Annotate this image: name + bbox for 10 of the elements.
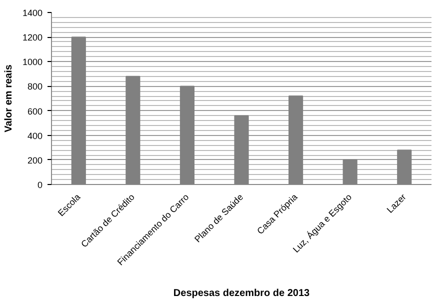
y-tick-label: 1400 xyxy=(22,8,43,18)
y-tick-label: 1000 xyxy=(22,57,43,68)
y-tick-label: 800 xyxy=(27,82,43,92)
y-axis-title: Valor em reais xyxy=(3,64,14,132)
y-tick-label: 0 xyxy=(37,180,43,190)
y-tick-label: 400 xyxy=(27,130,43,141)
y-tick-label: 600 xyxy=(27,106,43,116)
y-tick-label: 1200 xyxy=(22,32,43,43)
x-axis-title: Despesas dezembro de 2013 xyxy=(173,288,310,299)
y-tick-label: 200 xyxy=(27,155,43,166)
